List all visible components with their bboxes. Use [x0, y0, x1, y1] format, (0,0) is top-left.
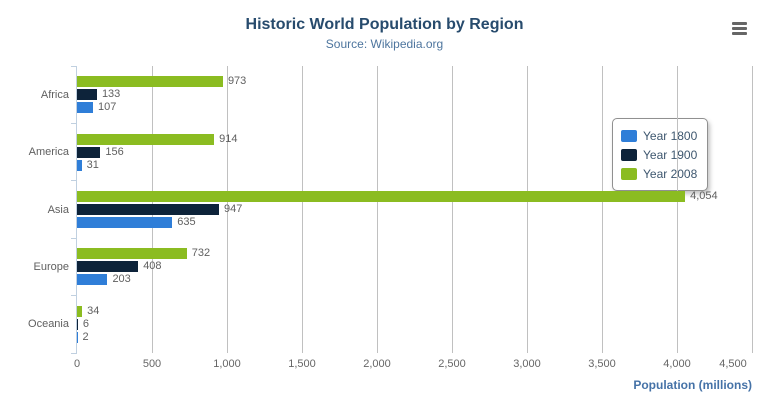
- x-axis-tick-label: 4,000: [663, 358, 691, 370]
- value-label-year-1900-europe: 408: [143, 260, 162, 273]
- bar-year-1900-europe[interactable]: [77, 261, 139, 273]
- hamburger-icon: [732, 22, 747, 25]
- legend-item-year-2008[interactable]: Year 2008: [621, 164, 697, 183]
- bar-year-1900-asia[interactable]: [77, 204, 220, 215]
- x-axis-tick-label: 2,000: [363, 358, 391, 370]
- x-axis-tick-label: 1,500: [288, 358, 316, 370]
- value-label-year-1800-oceania: 2: [82, 330, 89, 343]
- gridline: [526, 66, 528, 353]
- value-label-year-1800-europe: 203: [112, 273, 131, 286]
- category-label-america: America: [28, 146, 69, 159]
- value-label-year-2008-europe: 732: [191, 247, 211, 260]
- bar-year-1800-asia[interactable]: [77, 217, 173, 228]
- value-label-year-2008-oceania: 34: [87, 304, 100, 317]
- x-axis-title: Population (millions): [633, 378, 752, 392]
- bar-year-2008-oceania[interactable]: [77, 305, 83, 317]
- category-axis-line: [76, 66, 77, 354]
- x-axis-tick-label: 1,000: [213, 358, 241, 370]
- value-label-year-1900-africa: 133: [101, 88, 121, 101]
- bar-year-1900-africa[interactable]: [77, 89, 97, 101]
- category-axis-tick: [71, 295, 76, 297]
- gridline: [676, 66, 678, 353]
- gridline: [451, 66, 453, 353]
- chart-title: Historic World Population by Region: [245, 16, 524, 33]
- value-label-year-2008-america: 914: [219, 132, 238, 145]
- legend-label: Year 1800: [643, 128, 698, 143]
- legend-label: Year 2008: [643, 166, 698, 181]
- x-axis-tick-label: 3,500: [588, 358, 616, 370]
- gridline: [376, 66, 378, 353]
- hamburger-icon: [732, 32, 747, 35]
- bar-year-1800-oceania[interactable]: [77, 331, 78, 343]
- category-axis-tick: [71, 352, 76, 354]
- value-label-year-1900-asia: 947: [224, 203, 243, 215]
- legend-swatch-icon: [621, 167, 637, 180]
- chart-subtitle: Source: Wikipedia.org: [325, 37, 444, 51]
- value-label-year-1900-oceania: 6: [82, 317, 90, 330]
- bar-year-1900-oceania[interactable]: [77, 318, 78, 330]
- legend-swatch-icon: [621, 129, 637, 142]
- category-label-oceania: Oceania: [28, 318, 69, 331]
- x-axis-tick-label: 4,500: [719, 358, 747, 370]
- category-axis-tick: [71, 180, 76, 182]
- x-axis-tick-label: 2,500: [438, 358, 466, 370]
- x-axis-tick-label: 0: [73, 358, 81, 370]
- value-label-year-1800-asia: 635: [177, 216, 196, 228]
- value-label-year-1800-africa: 107: [98, 101, 117, 114]
- category-label-africa: Africa: [40, 88, 69, 101]
- legend: Year 1800 Year 1900 Year 2008: [612, 118, 709, 191]
- bar-year-1800-europe[interactable]: [77, 274, 108, 286]
- gridline: [301, 66, 303, 353]
- legend-swatch-icon: [621, 148, 637, 161]
- bar-year-1900-america[interactable]: [77, 146, 101, 158]
- value-label-year-1800-america: 31: [86, 158, 99, 171]
- category-label-asia: Asia: [47, 203, 69, 216]
- legend-item-year-1800[interactable]: Year 1800: [621, 126, 697, 145]
- category-axis-tick: [71, 237, 76, 239]
- bar-year-2008-europe[interactable]: [77, 248, 187, 260]
- gridline: [751, 66, 753, 353]
- x-axis-tick-label: 500: [142, 358, 162, 370]
- value-label-year-2008-africa: 973: [227, 75, 247, 88]
- hamburger-icon: [732, 27, 747, 30]
- category-axis-tick: [71, 122, 76, 124]
- bar-year-1800-america[interactable]: [77, 159, 82, 171]
- category-label-europe: Europe: [33, 260, 69, 273]
- bar-year-2008-asia[interactable]: [77, 191, 686, 202]
- value-label-year-1900-america: 156: [105, 145, 124, 158]
- value-label-year-2008-asia: 4,054: [690, 190, 718, 202]
- bar-year-2008-america[interactable]: [77, 133, 215, 145]
- bar-year-2008-africa[interactable]: [77, 76, 223, 88]
- gridline: [226, 66, 228, 353]
- category-axis-tick: [71, 65, 76, 67]
- legend-label: Year 1900: [643, 147, 698, 162]
- legend-item-year-1900[interactable]: Year 1900: [621, 145, 697, 164]
- x-axis-tick-label: 3,000: [513, 358, 541, 370]
- gridline: [601, 66, 603, 353]
- bar-year-1800-africa[interactable]: [77, 102, 94, 114]
- export-menu-button[interactable]: [732, 22, 747, 36]
